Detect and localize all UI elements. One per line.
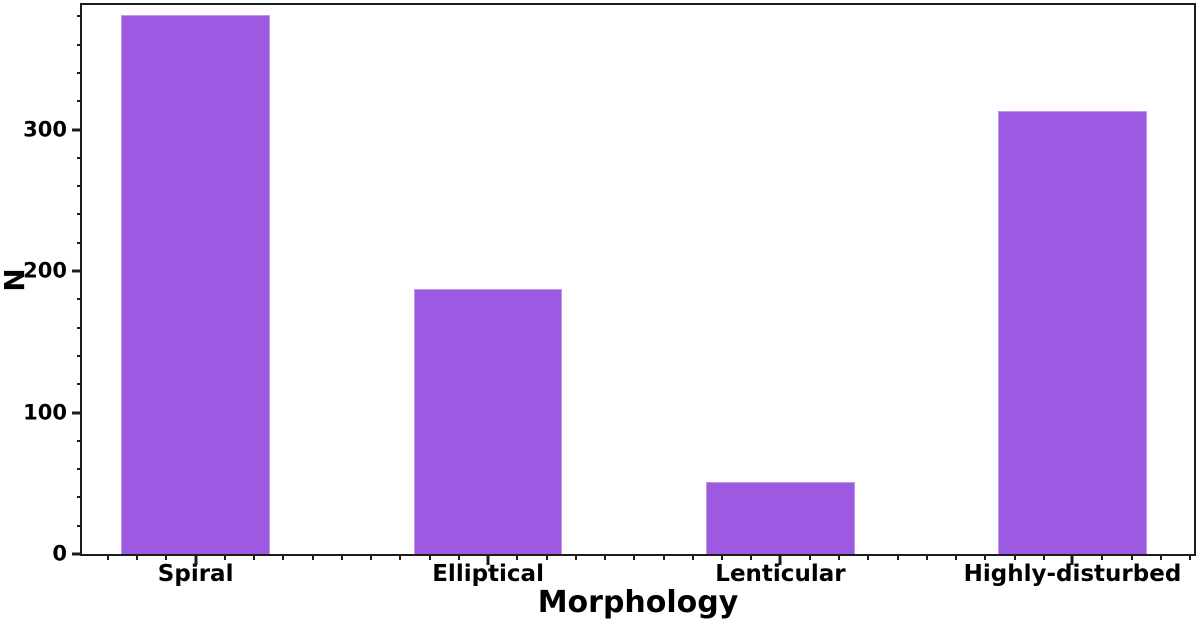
x-minor-tick [370, 554, 373, 560]
x-tick-label-highly-disturbed: Highly-disturbed [963, 561, 1182, 587]
bar-elliptical [413, 289, 563, 554]
x-axis-label: Morphology [537, 585, 739, 620]
bar-spiral [121, 14, 270, 554]
y-minor-tick [77, 185, 82, 188]
y-minor-tick [77, 156, 82, 159]
x-minor-tick [311, 554, 314, 560]
x-minor-tick [457, 554, 460, 560]
y-major-tick-100 [72, 411, 82, 415]
x-minor-tick [1013, 554, 1016, 560]
bar-lenticular [706, 481, 855, 554]
y-major-tick-0 [72, 552, 82, 556]
x-minor-tick [106, 554, 109, 560]
x-minor-tick [691, 554, 694, 560]
x-minor-tick [750, 554, 753, 560]
y-minor-tick [77, 213, 82, 216]
y-tick-label-0: 0 [52, 541, 67, 566]
y-minor-tick [77, 43, 82, 46]
plot-area: Morphology Spiral Elliptical Lenticular Hig… [23, 3, 1196, 618]
x-minor-tick [399, 554, 402, 560]
x-minor-tick [223, 554, 226, 560]
x-major-tick-0 [194, 554, 198, 565]
x-minor-tick [1101, 554, 1104, 560]
bar-highly-disturbed [998, 111, 1147, 554]
x-minor-tick [721, 554, 724, 560]
x-minor-tick [1188, 554, 1191, 560]
y-minor-tick [77, 15, 82, 18]
x-minor-tick [340, 554, 343, 560]
x-minor-tick [633, 554, 636, 560]
x-minor-tick [516, 554, 519, 560]
x-minor-tick [1159, 554, 1162, 560]
y-tick-label-200: 200 [23, 258, 67, 283]
x-major-tick-3 [1070, 554, 1074, 565]
x-minor-tick [428, 554, 431, 560]
x-tick-label-lenticular: Lenticular [715, 561, 846, 587]
x-minor-tick [808, 554, 811, 560]
y-minor-tick [77, 354, 82, 357]
x-minor-tick [545, 554, 548, 560]
y-minor-tick [77, 298, 82, 301]
y-tick-label-100: 100 [23, 400, 67, 425]
x-minor-tick [867, 554, 870, 560]
y-minor-tick [77, 241, 82, 244]
x-minor-tick [1042, 554, 1045, 560]
x-minor-tick [574, 554, 577, 560]
y-minor-tick [77, 439, 82, 442]
y-minor-tick [77, 326, 82, 329]
y-minor-tick [77, 524, 82, 527]
y-minor-tick [77, 71, 82, 74]
x-minor-tick [662, 554, 665, 560]
x-minor-tick [896, 554, 899, 560]
x-major-tick-2 [778, 554, 782, 565]
y-major-tick-200 [72, 269, 82, 273]
x-tick-label-spiral: Spiral [157, 561, 234, 587]
x-minor-tick [925, 554, 928, 560]
x-minor-tick [955, 554, 958, 560]
x-tick-label-elliptical: Elliptical [432, 561, 544, 587]
x-minor-tick [984, 554, 987, 560]
y-minor-tick [77, 100, 82, 103]
y-major-tick-300 [72, 128, 82, 132]
x-minor-tick [165, 554, 168, 560]
y-minor-tick [77, 468, 82, 471]
x-minor-tick [282, 554, 285, 560]
x-minor-tick [1130, 554, 1133, 560]
x-minor-tick [838, 554, 841, 560]
y-minor-tick [77, 383, 82, 386]
x-minor-tick [253, 554, 256, 560]
x-minor-tick [136, 554, 139, 560]
y-tick-label-300: 300 [23, 117, 67, 142]
x-minor-tick [604, 554, 607, 560]
y-minor-tick [77, 496, 82, 499]
x-major-tick-1 [486, 554, 490, 565]
